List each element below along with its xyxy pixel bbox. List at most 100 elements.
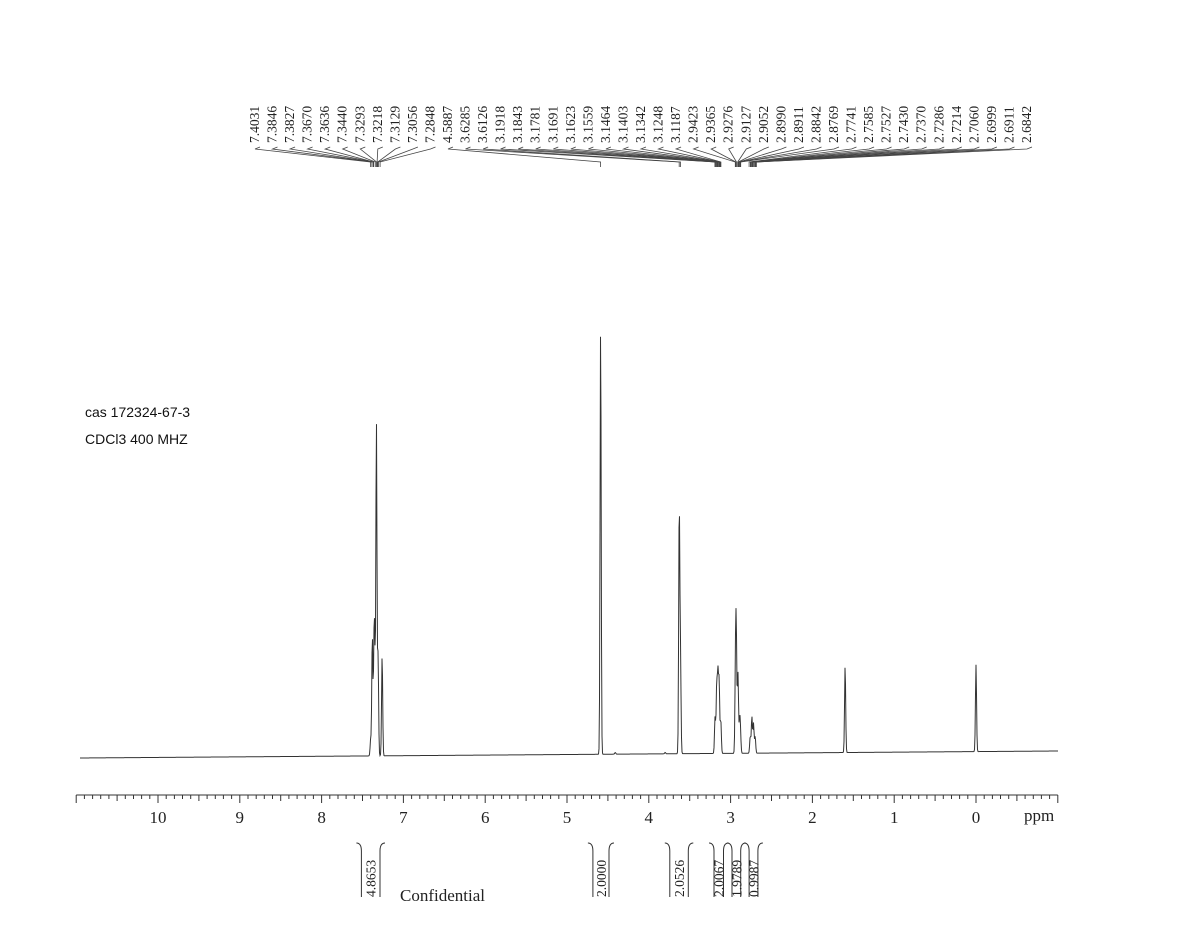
peak-shift-label: 2.9127 (738, 106, 753, 143)
peak-label-connector (254, 146, 371, 167)
peak-shift-label: 7.3056 (405, 106, 420, 143)
peak-label-connector (570, 146, 718, 167)
peak-label-connector (588, 146, 719, 167)
peak-label-connector (674, 146, 722, 167)
peak-label-connector (447, 146, 601, 167)
peak-label-connector (605, 146, 719, 167)
integral-bracket-left (708, 842, 715, 897)
peak-shift-label: 7.2848 (423, 106, 438, 143)
peak-shift-label: 3.1843 (510, 106, 525, 143)
peak-label-connector (270, 146, 373, 167)
peak-shift-label: 3.6285 (458, 106, 473, 143)
peak-label-connector (639, 146, 720, 167)
integral-value-label: 1.9789 (729, 860, 744, 897)
peak-shift-label: 2.9052 (756, 106, 771, 143)
x-axis-tick-label: 0 (972, 808, 981, 827)
peak-shift-label: 2.7370 (914, 106, 929, 143)
peak-label-connector (754, 146, 998, 167)
peak-label-connector (739, 146, 805, 167)
peak-label-connector (753, 146, 962, 167)
peak-label-connector (500, 146, 716, 167)
integral-value-label: 2.0526 (672, 860, 687, 897)
peak-shift-label: 3.1464 (598, 106, 613, 143)
peak-label-connector (750, 146, 892, 167)
peak-shift-label: 2.6842 (1019, 106, 1034, 143)
integral-bracket-right (608, 842, 615, 897)
peak-shift-label: 7.3827 (282, 106, 297, 143)
x-axis-tick-label: 1 (890, 808, 899, 827)
integral-value-label: 0.9987 (747, 860, 762, 897)
peak-label-connector (518, 146, 716, 167)
peak-shift-label: 2.7214 (949, 106, 964, 143)
integral-value-label: 4.8653 (364, 860, 379, 897)
x-axis-tick-label: 8 (317, 808, 326, 827)
integral-bracket-left (587, 842, 594, 897)
integral-bracket-left (664, 842, 671, 897)
peak-label-connector (740, 146, 840, 167)
peak-shift-label: 2.8990 (773, 106, 788, 143)
peak-shift-label: 2.8911 (791, 106, 806, 143)
peak-label-connector (376, 146, 383, 167)
peak-shift-label: 3.1918 (493, 106, 508, 143)
peak-label-connector (378, 146, 419, 167)
peak-label-connector (323, 146, 375, 167)
integral-bracket-right (379, 842, 386, 897)
integral-bracket-left (726, 842, 733, 897)
peak-label-connector (751, 146, 910, 167)
peak-shift-label: 2.7286 (931, 106, 946, 143)
peak-label-connector (755, 146, 1015, 167)
peak-shift-label: 2.8769 (826, 106, 841, 143)
peak-label-connector (288, 146, 373, 167)
peak-label-connector (728, 146, 737, 167)
peak-label-connector (692, 146, 736, 167)
peak-shift-label: 7.3846 (265, 106, 280, 143)
peak-shift-labels: 7.4031 7.3846 7.3827 7.3670 7.3636 7.3440 7.32… (247, 106, 1034, 143)
peak-shift-label: 2.8842 (809, 106, 824, 143)
peak-label-connector (359, 146, 377, 167)
integral-value-label: 2.0000 (594, 860, 609, 897)
peak-label-connector (465, 146, 680, 167)
confidential-watermark: Confidential (400, 886, 485, 905)
ppm-axis: 10 9 8 7 6 5 4 3 2 1 0 (75, 794, 1059, 827)
peak-shift-label: 3.6126 (475, 106, 490, 143)
peak-label-connector (739, 146, 822, 167)
sample-conditions-label: CDCl3 400 MHZ (85, 431, 188, 447)
peak-label-connector (621, 146, 720, 167)
x-axis-tick-label: 7 (399, 808, 408, 827)
peak-label-connector (710, 146, 737, 167)
peak-shift-label: 2.9276 (721, 106, 736, 143)
peak-label-connector (535, 146, 717, 167)
peak-label-connector (748, 146, 857, 167)
x-axis-tick-label: 5 (563, 808, 572, 827)
peak-label-connector (737, 146, 752, 167)
peak-shift-label: 2.7430 (896, 106, 911, 143)
spectrum-trace (80, 336, 1058, 759)
peak-shift-label: 2.7527 (879, 106, 894, 143)
peak-label-connector (377, 146, 401, 167)
peak-shift-label: 7.3636 (317, 106, 332, 143)
x-axis-tick-label: 10 (150, 808, 167, 827)
peak-label-connector (751, 146, 927, 167)
integral-bracket-left (356, 842, 362, 897)
peak-shift-label: 3.1403 (616, 106, 631, 143)
peak-label-connector (756, 146, 1033, 167)
peak-label-connector (553, 146, 718, 167)
peak-shift-label: 3.1248 (651, 106, 666, 143)
peak-label-connector (657, 146, 721, 167)
peak-label-connector (738, 146, 787, 167)
peak-shift-label: 2.9365 (703, 106, 718, 143)
peak-shift-label: 3.1691 (545, 106, 560, 143)
peak-shift-label: 7.3218 (370, 106, 385, 143)
peak-label-connector (752, 146, 945, 167)
peak-shift-label: 2.9423 (686, 106, 701, 143)
peak-shift-label: 2.6911 (1002, 106, 1017, 143)
x-axis-tick-label: 6 (481, 808, 490, 827)
peak-shift-label: 3.1559 (580, 106, 595, 143)
peak-shift-label: 7.3670 (300, 106, 315, 143)
peak-shift-label: 3.1187 (668, 106, 683, 143)
x-axis-tick-label: 3 (726, 808, 735, 827)
peak-shift-label: 7.3293 (352, 106, 367, 143)
peak-label-connector (341, 146, 376, 167)
integration-labels: 4.8653 2.0000 2.0526 2.0067 1.9789 0.9987 (356, 842, 763, 897)
